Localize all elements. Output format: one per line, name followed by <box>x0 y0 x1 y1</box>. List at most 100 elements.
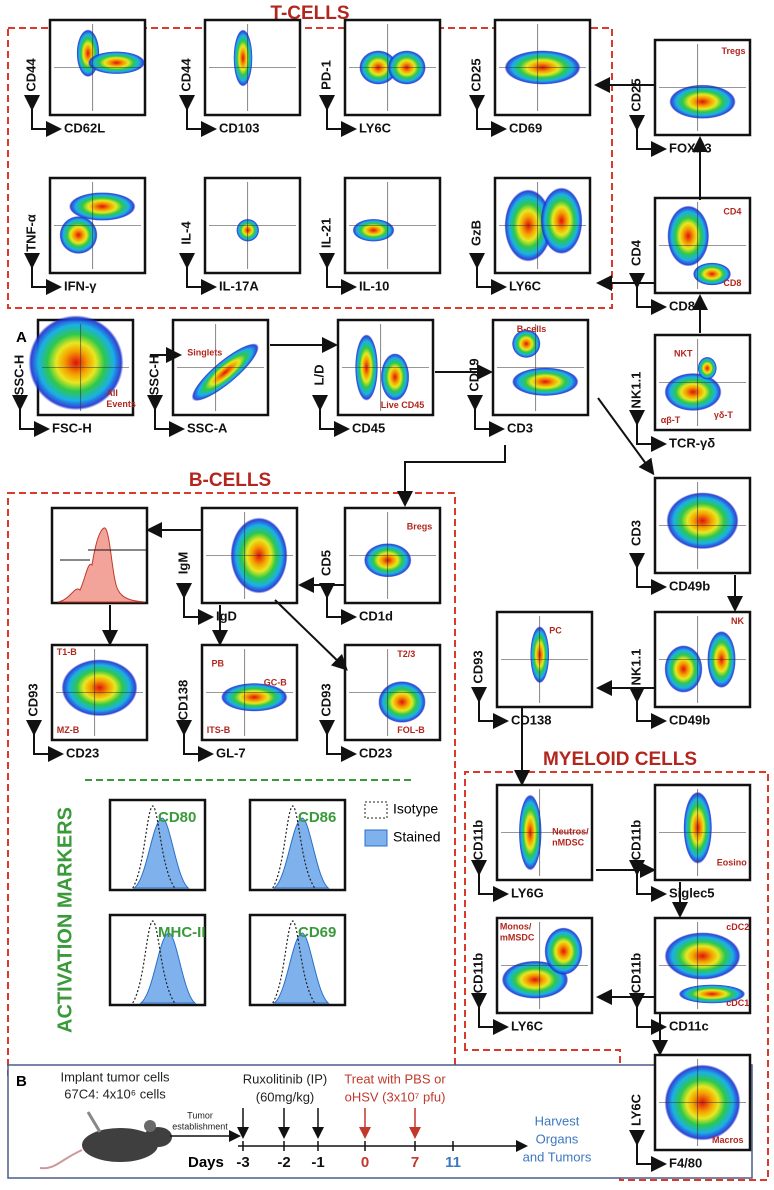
timeline-text: Harvest <box>535 1113 580 1128</box>
section-title: MYELOID CELLS <box>543 749 697 770</box>
isotype-histogram <box>132 920 176 1004</box>
density <box>667 205 710 267</box>
dot-plot: CD138 GL-7 PB GC-B ITS-B <box>175 643 299 762</box>
x-axis-label: IL-17A <box>219 278 259 293</box>
y-axis-label: CD19 <box>466 358 481 391</box>
panel-letter: B <box>16 1073 27 1090</box>
y-axis-label: CD11b <box>470 953 485 994</box>
y-axis-label: L/D <box>311 365 326 386</box>
y-axis-label: CD25 <box>628 78 643 111</box>
axis-arrow <box>319 583 357 625</box>
y-axis-label: CD93 <box>25 683 40 716</box>
axis-arrow <box>26 720 64 762</box>
axis-arrow <box>629 860 667 902</box>
dot-plot: CD4 CD8 CD4 CD8 <box>628 196 752 315</box>
x-axis-label: CD23 <box>359 745 392 760</box>
x-axis-label: CD49b <box>669 578 710 593</box>
days-label: Days <box>188 1154 224 1171</box>
axis-arrow <box>176 720 214 762</box>
density <box>666 492 739 550</box>
stained-histogram <box>272 932 330 1004</box>
density <box>669 84 736 119</box>
timeline-text: Implant tumor cells <box>60 1069 170 1084</box>
section-title: ACTIVATION MARKERS <box>54 807 76 1033</box>
dot-plot: GzB LY6C <box>468 176 592 295</box>
y-axis-label: CD44 <box>178 58 193 92</box>
day-label: 7 <box>411 1154 419 1171</box>
axis-arrow <box>471 993 509 1035</box>
density <box>678 984 746 1004</box>
density <box>221 683 288 712</box>
timeline-text: Treat with PBS or <box>344 1071 446 1086</box>
dot-plot: LY6C F4/80 Macros <box>628 1053 752 1172</box>
y-axis-label: IL-4 <box>178 221 193 245</box>
gate-label: MZ-B <box>57 725 80 735</box>
gate-label: Tregs <box>722 46 746 56</box>
axis-arrow <box>629 273 667 315</box>
axis-arrow <box>319 95 357 137</box>
gate-label: Live CD45 <box>381 400 425 410</box>
y-axis-label: NK1.1 <box>628 372 643 409</box>
axis-arrow <box>319 720 357 762</box>
gate-label: B-cells <box>517 324 547 334</box>
density <box>28 315 124 411</box>
axis-arrow <box>179 95 217 137</box>
density <box>380 353 410 401</box>
gate-label: T2/3 <box>397 649 415 659</box>
x-axis-label: IFN-γ <box>64 278 97 293</box>
timeline-text: Organs <box>536 1131 579 1146</box>
gate-label: Monos/mMSDC <box>500 922 535 943</box>
dot-plot: CD25 FOXP3 Tregs <box>628 38 752 157</box>
day-label: 11 <box>445 1154 461 1171</box>
dot-plot: CD11b LY6C Monos/mMSDC <box>470 916 594 1035</box>
x-axis-label: CD3 <box>507 420 533 435</box>
gate-label: NK <box>731 616 744 626</box>
axis-arrow <box>629 410 667 452</box>
density <box>540 187 583 254</box>
gate-label: Bregs <box>407 521 433 531</box>
x-axis-label: F4/80 <box>669 1155 702 1170</box>
marker-label: CD86 <box>298 809 336 826</box>
flow-arrow <box>274 599 348 671</box>
axis-arrow <box>471 860 509 902</box>
dot-plot: PD-1 LY6C <box>318 18 442 137</box>
day-label: -2 <box>277 1154 290 1171</box>
density <box>544 927 583 975</box>
dot-plot: CD11b CD11c cDC2 cDC1 <box>628 916 752 1035</box>
dot-plot: CD93 CD23 T1-B MZ-B <box>25 643 149 762</box>
timeline-text: and Tumors <box>523 1149 592 1164</box>
x-axis-label: IgD <box>216 608 237 623</box>
x-axis-label: CD1d <box>359 608 393 623</box>
isotype-histogram <box>132 805 176 889</box>
marker-label: MHC-II <box>158 924 206 941</box>
flow-arrow <box>597 397 655 476</box>
y-axis-label: LY6C <box>628 1093 643 1126</box>
gate-label: T1-B <box>57 647 78 657</box>
y-axis-label: CD4 <box>628 239 643 266</box>
y-axis-label: GzB <box>468 220 483 246</box>
myeloid-frame <box>464 771 769 1181</box>
dot-plot: L/D CD45 Live CD45 <box>311 318 435 437</box>
dot-plot: NK1.1 TCR-γδ NKT αβ-T γδ-T <box>628 333 752 452</box>
timeline-text: Ruxolitinib (IP) <box>243 1071 328 1086</box>
gate-label: Macros <box>712 1135 744 1145</box>
dot-plot: CD5 CD1d Bregs <box>318 506 442 625</box>
gate-label: γδ-T <box>714 410 733 420</box>
x-axis-label: CD62L <box>64 120 105 135</box>
isotype-histogram <box>272 805 316 889</box>
mouse-icon <box>39 1111 172 1170</box>
axis-arrow <box>176 583 214 625</box>
gate-label: PB <box>212 658 225 668</box>
density <box>59 216 98 254</box>
x-axis-label: CD23 <box>66 745 99 760</box>
x-axis-label: CD103 <box>219 120 259 135</box>
gate-label: cDC2 <box>726 922 749 932</box>
axis-arrow <box>24 95 62 137</box>
dot-plot: CD3 CD49b <box>628 476 752 595</box>
gate-label: NKT <box>674 348 693 358</box>
y-axis-label: TNF-α <box>23 214 38 252</box>
x-axis-label: CD11c <box>669 1018 709 1033</box>
y-axis-label: CD11b <box>628 820 643 861</box>
y-axis-label: NK1.1 <box>628 649 643 686</box>
density <box>512 367 579 396</box>
